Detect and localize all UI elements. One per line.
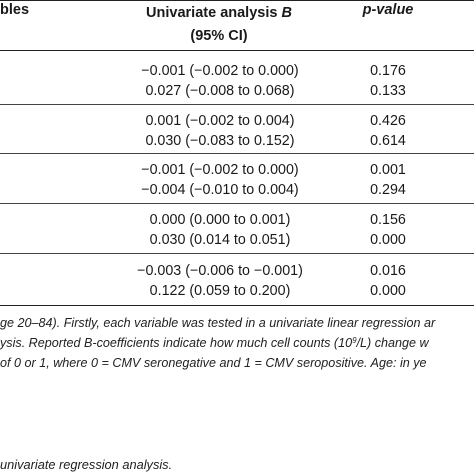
header-variables: bles bbox=[0, 2, 30, 18]
footnote-line-2-start: ysis. Reported B-coefficients indicate h… bbox=[0, 336, 353, 350]
row-5-b: −0.001 (−0.002 to 0.000) bbox=[141, 162, 299, 178]
row-10-p: 0.000 bbox=[370, 283, 406, 299]
row-3-b: 0.001 (−0.002 to 0.004) bbox=[145, 113, 295, 129]
table-top-rule bbox=[0, 0, 474, 1]
group-3-rule bbox=[0, 203, 474, 204]
row-1-b: −0.001 (−0.002 to 0.000) bbox=[141, 63, 299, 79]
row-7-p: 0.156 bbox=[370, 212, 406, 228]
row-2-b: 0.027 (−0.008 to 0.068) bbox=[145, 83, 295, 99]
footnote-line-3: of 0 or 1, where 0 = CMV seronegative an… bbox=[0, 356, 427, 370]
row-5-p: 0.001 bbox=[370, 162, 406, 178]
row-4-b: 0.030 (−0.083 to 0.152) bbox=[145, 133, 295, 149]
row-7-b: 0.000 (0.000 to 0.001) bbox=[149, 212, 291, 228]
table-bottom-rule bbox=[0, 305, 474, 306]
table-caption: univariate regression analysis. bbox=[0, 457, 173, 472]
row-6-b: −0.004 (−0.010 to 0.004) bbox=[141, 182, 299, 198]
row-2-p: 0.133 bbox=[370, 83, 406, 99]
header-b-line1: Univariate analysis B bbox=[119, 2, 319, 25]
row-6-p: 0.294 bbox=[370, 182, 406, 198]
row-3-p: 0.426 bbox=[370, 113, 406, 129]
row-9-p: 0.016 bbox=[370, 263, 406, 279]
footnote-line-1: ge 20–84). Firstly, each variable was te… bbox=[0, 316, 436, 330]
row-9-b: −0.003 (−0.006 to −0.001) bbox=[137, 263, 303, 279]
group-4-rule bbox=[0, 253, 474, 254]
group-2-rule bbox=[0, 153, 474, 154]
footnote-line-2: ysis. Reported B-coefficients indicate h… bbox=[0, 336, 429, 350]
footnote-line-2-end: /L) change w bbox=[356, 336, 429, 350]
row-10-b: 0.122 (0.059 to 0.200) bbox=[149, 283, 291, 299]
header-b-line2: (95% CI) bbox=[190, 28, 248, 44]
group-1-rule bbox=[0, 104, 474, 105]
header-b-text: Univariate analysis B bbox=[146, 5, 292, 21]
row-8-b: 0.030 (0.014 to 0.051) bbox=[149, 232, 291, 248]
header-univariate-b: Univariate analysis B (95% CI) bbox=[119, 2, 319, 48]
header-p-text: p-value bbox=[362, 2, 414, 18]
footnote-superscript: 9 bbox=[352, 336, 357, 345]
row-8-p: 0.000 bbox=[370, 232, 406, 248]
header-rule bbox=[0, 50, 474, 51]
row-1-p: 0.176 bbox=[370, 63, 406, 79]
row-4-p: 0.614 bbox=[370, 133, 406, 149]
header-p-value: p-value bbox=[338, 2, 438, 18]
header-b-symbol: B bbox=[281, 5, 292, 21]
